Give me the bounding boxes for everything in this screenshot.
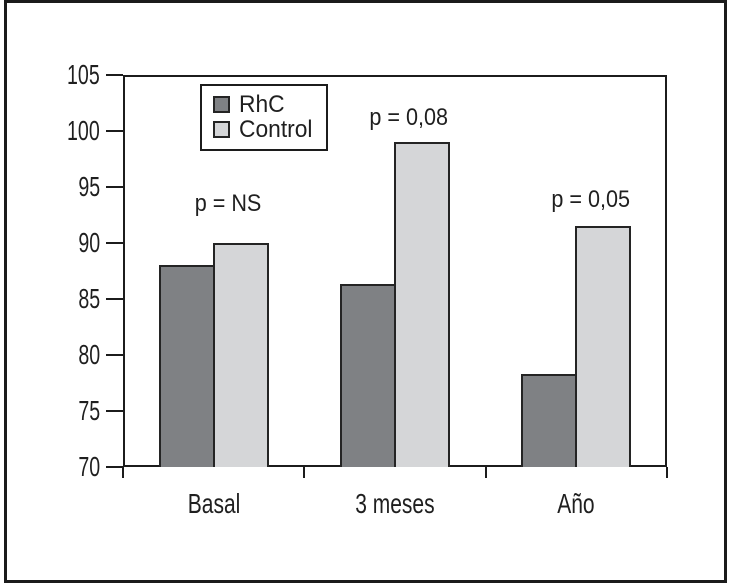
y-axis-tick [106,466,123,468]
x-category-label-ano-text: Año [557,488,596,519]
y-axis-tick [106,242,123,244]
x-category-label-3meses-text: 3 meses [355,488,435,519]
bar-rhc-group0 [158,265,215,467]
x-category-label-ano: Año [476,490,676,518]
legend-label-control: Control [239,116,313,143]
p-annotation-basal: p = NS [118,191,338,217]
x-axis-tick [485,467,487,478]
legend-swatch-rhc [213,96,230,113]
legend-swatch-control [213,121,230,138]
bar-rhc-group2 [521,374,578,467]
y-tick-label: 95 [42,173,100,201]
legend-label-rhc: RhC [239,91,285,118]
bar-rhc-group1 [340,284,396,467]
y-tick-label-text: 70 [78,451,100,482]
x-category-label-basal: Basal [114,490,314,518]
y-tick-label-text: 75 [78,395,100,426]
y-tick-label-text: 80 [78,339,100,370]
y-tick-label: 70 [42,453,100,481]
x-category-label-basal-text: Basal [187,488,240,519]
y-tick-label-text: 105 [67,59,100,90]
p-annotation-3meses: p = 0,08 [299,105,519,131]
y-tick-label: 75 [42,397,100,425]
legend: RhC Control [200,84,328,151]
y-tick-label: 90 [42,229,100,257]
x-axis-tick [122,467,124,478]
y-axis-tick [106,410,123,412]
p-annotation-ano-text: p = 0,05 [550,186,630,214]
y-axis-tick [106,298,123,300]
y-tick-label-text: 100 [67,115,100,146]
y-tick-label: 80 [42,341,100,369]
y-tick-label: 105 [42,61,100,89]
bar-control-group1 [394,142,450,467]
legend-item-control: Control [213,117,322,142]
x-category-label-3meses: 3 meses [295,490,495,518]
y-tick-label-text: 90 [78,227,100,258]
y-tick-label: 85 [42,285,100,313]
y-tick-label: 100 [42,117,100,145]
p-annotation-3meses-text: p = 0,08 [369,104,449,132]
y-tick-label-text: 85 [78,283,100,314]
x-axis-tick [303,467,305,478]
p-annotation-basal-text: p = NS [194,190,261,217]
y-axis-tick [106,130,123,132]
legend-item-rhc: RhC [213,92,322,117]
y-axis-tick [106,74,123,76]
bar-control-group2 [575,226,632,467]
x-axis-tick [666,467,668,478]
bar-control-group0 [212,243,269,467]
y-axis-tick [106,354,123,356]
p-annotation-ano: p = 0,05 [480,187,700,213]
y-axis-tick [106,186,123,188]
y-tick-label-text: 95 [78,171,100,202]
